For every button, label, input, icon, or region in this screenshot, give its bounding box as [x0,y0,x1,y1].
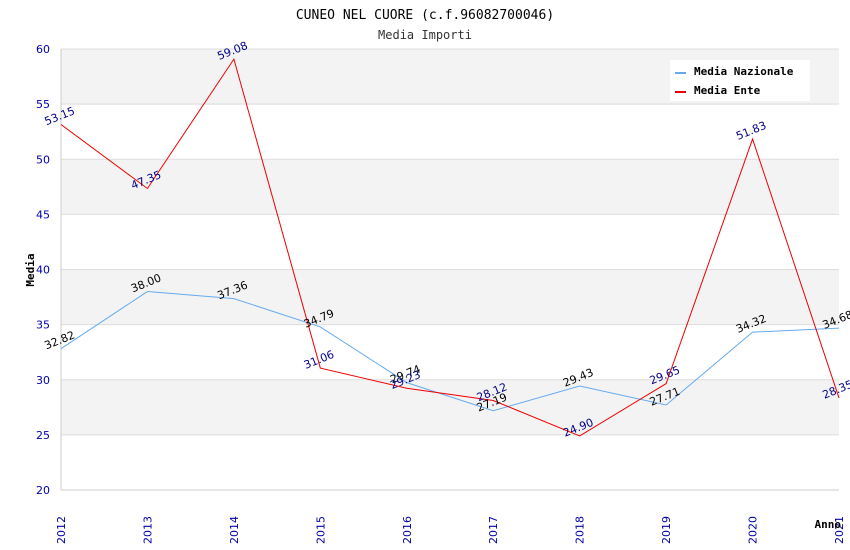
plot-bands [61,49,839,435]
x-tick-label: 2015 [314,516,327,544]
series-line [60,57,840,437]
legend: Media Nazionale Media Ente [670,60,810,101]
y-tick-label: 55 [36,98,50,111]
series-lines [60,57,840,437]
data-label: 31.06 [302,348,336,372]
x-tick-label: 2021 [833,516,846,544]
chart-subtitle: Media Importi [378,28,472,42]
y-tick-label: 25 [36,429,50,442]
plot-band [61,269,839,325]
x-tick-label: 2016 [401,516,414,544]
plot-band [61,159,839,215]
legend-box [670,60,810,101]
x-tick-label: 2018 [574,516,587,544]
x-axis-label: Anno [815,518,842,531]
legend-label-media-ente: Media Ente [694,84,761,97]
legend-label-media-nazionale: Media Nazionale [694,65,794,78]
x-tick-label: 2019 [660,516,673,544]
y-tick-label: 35 [36,319,50,332]
y-tick-label: 30 [36,374,50,387]
x-tick-label: 2020 [747,516,760,544]
y-tick-label: 20 [36,484,50,497]
chart-title: CUNEO NEL CUORE (c.f.96082700046) [296,8,554,23]
data-label: 32.82 [43,328,77,352]
y-tick-label: 50 [36,153,50,166]
y-axis-label: Media [24,253,37,286]
x-tick-label: 2012 [55,516,68,544]
y-tick-label: 60 [36,43,50,56]
y-tick-label: 45 [36,208,50,221]
y-tick-label: 40 [36,264,50,277]
x-tick-labels: 2012 2013 2014 2015 2016 2017 2018 2019 2020 2021 [55,516,846,544]
series-line [60,291,840,412]
plot-band [61,379,839,435]
x-tick-label: 2013 [141,516,154,544]
x-tick-label: 2014 [228,516,241,544]
y-tick-labels: 20 25 30 35 40 45 50 55 60 [36,43,50,497]
x-tick-label: 2017 [487,516,500,544]
data-label: 51.83 [734,119,768,143]
axes [60,49,839,491]
